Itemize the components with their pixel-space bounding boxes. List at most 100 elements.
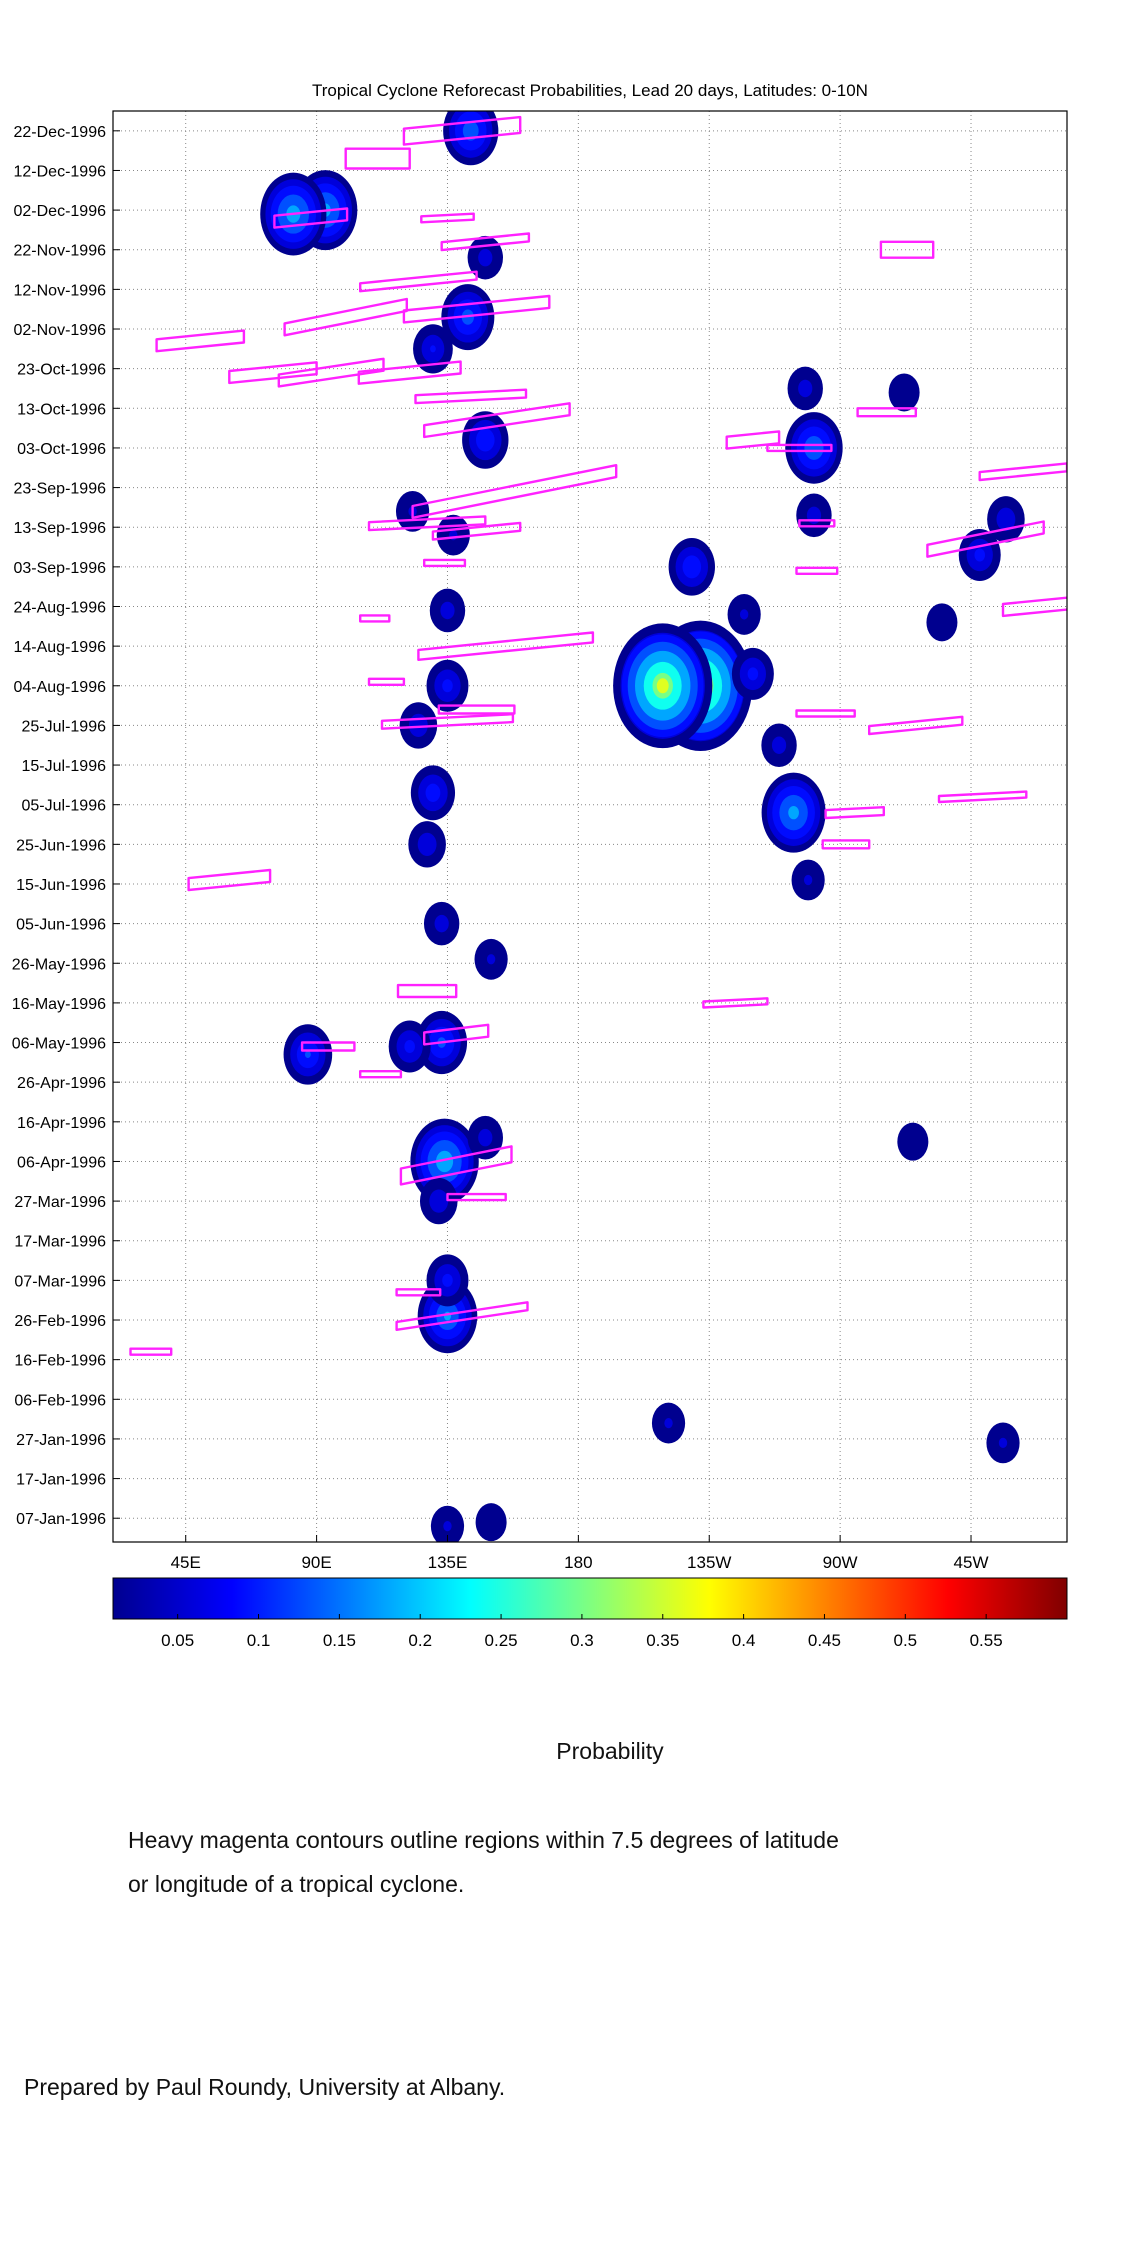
probability-blob	[408, 821, 446, 868]
y-tick-label: 06-Apr-1996	[17, 1154, 106, 1171]
cyclone-contour	[879, 240, 935, 259]
x-tick-label: 90E	[301, 1553, 331, 1572]
cyclone-contour	[702, 997, 769, 1009]
y-tick-label: 16-Apr-1996	[17, 1115, 106, 1132]
probability-blob	[761, 723, 797, 768]
probability-level	[798, 379, 813, 398]
y-tick-label: 03-Sep-1996	[13, 560, 106, 577]
cyclone-contour	[798, 519, 836, 528]
colorbar-tick-label: 0.45	[808, 1631, 841, 1650]
probability-level	[974, 548, 986, 562]
y-tick-label: 05-Jun-1996	[16, 917, 106, 934]
y-tick-label: 02-Nov-1996	[14, 322, 107, 339]
probability-blob	[761, 772, 826, 853]
cyclone-contour	[402, 294, 551, 324]
cyclone-contour	[423, 558, 467, 568]
probability-blob	[475, 1503, 507, 1542]
probability-level	[442, 1273, 453, 1287]
y-tick-label: 22-Dec-1996	[14, 124, 107, 141]
prepared-by-note: Prepared by Paul Roundy, University at A…	[24, 2074, 506, 2100]
y-axis-ticks: 07-Jan-1996 17-Jan-1996 27-Jan-1996 06-Feb-…	[12, 124, 120, 1528]
probability-blob	[429, 588, 466, 633]
probability-region	[475, 1503, 507, 1542]
y-tick-label: 27-Mar-1996	[14, 1194, 106, 1211]
y-tick-label: 23-Oct-1996	[17, 362, 106, 379]
y-tick-label: 25-Jul-1996	[22, 718, 107, 735]
colorbar-tick-label: 0.1	[247, 1631, 271, 1650]
cyclone-contour	[395, 1301, 529, 1332]
probability-blob	[986, 1422, 1020, 1464]
y-tick-label: 27-Jan-1996	[16, 1432, 106, 1449]
probability-level	[425, 783, 441, 802]
chart-title: Tropical Cyclone Reforecast Probabilitie…	[312, 81, 868, 100]
x-tick-label: 45W	[954, 1553, 989, 1572]
y-tick-label: 06-Feb-1996	[14, 1392, 106, 1409]
probability-level	[304, 1050, 311, 1059]
colorbar-ticks: 0.05 0.1 0.15 0.2 0.25 0.3 0.35 0.4 0.45 0.5 0.55	[161, 1614, 1003, 1650]
probability-level	[430, 345, 436, 353]
probability-blob	[430, 1505, 465, 1542]
cyclone-contour	[795, 566, 839, 575]
probability-level	[429, 1189, 449, 1213]
probability-region	[897, 1122, 929, 1161]
cyclone-contour	[937, 790, 1028, 804]
cyclone-contour	[129, 1347, 173, 1356]
probability-blob	[727, 594, 761, 635]
probability-blob	[796, 493, 832, 538]
y-tick-label: 23-Sep-1996	[13, 481, 106, 498]
probability-level	[788, 805, 799, 820]
probability-blob	[897, 1122, 929, 1161]
probability-level	[996, 507, 1016, 531]
probability-blob	[987, 496, 1025, 543]
probability-level	[739, 609, 749, 620]
cyclone-contour	[440, 232, 531, 252]
x-tick-label: 135E	[428, 1553, 468, 1572]
probability-blob	[791, 859, 825, 901]
cyclone-contour	[926, 520, 1045, 558]
cyclone-contour	[420, 212, 475, 224]
probability-level	[803, 874, 813, 886]
x-tick-label: 180	[564, 1553, 592, 1572]
cyclone-contour	[824, 806, 885, 820]
y-tick-label: 15-Jun-1996	[16, 877, 106, 894]
x-axis-ticks: 45E 90E 135E 180 135W 90W 45W	[171, 1535, 989, 1572]
plot-frame	[112, 110, 1068, 1543]
y-tick-label: 26-Feb-1996	[14, 1313, 106, 1330]
probability-level	[664, 1417, 673, 1429]
cyclone-contour	[868, 715, 964, 736]
probability-blob	[785, 412, 843, 484]
cyclone-contour	[417, 631, 595, 661]
colorbar-tick-label: 0.5	[893, 1631, 917, 1650]
plot-background	[113, 111, 1067, 1542]
cyclone-contour	[821, 839, 871, 850]
probability-level	[747, 667, 759, 681]
probability-blob	[474, 938, 508, 980]
grid-lines	[113, 111, 1067, 1542]
y-tick-label: 04-Aug-1996	[13, 679, 106, 696]
colorbar-tick-label: 0.4	[732, 1631, 756, 1650]
cyclone-contour	[380, 713, 515, 730]
cyclone-contour	[359, 270, 478, 293]
cyclone-contour	[1001, 596, 1067, 618]
probability-level	[656, 678, 669, 694]
probability-blob	[613, 623, 713, 749]
contour-note-line-1: Heavy magenta contours outline regions w…	[128, 1827, 839, 1853]
cyclone-contour	[437, 704, 516, 715]
colorbar-tick-label: 0.55	[970, 1631, 1003, 1650]
y-tick-label: 25-Jun-1996	[16, 837, 106, 854]
probability-blob	[423, 901, 460, 946]
probability-blob	[926, 603, 958, 642]
probability-level	[771, 736, 787, 754]
y-tick-label: 24-Aug-1996	[13, 599, 106, 616]
y-tick-label: 03-Oct-1996	[17, 441, 106, 458]
cyclone-contour	[795, 709, 856, 718]
probability-blob	[731, 647, 774, 700]
probability-blob	[413, 324, 453, 374]
cyclone-contour	[423, 402, 571, 439]
y-tick-label: 16-Feb-1996	[14, 1353, 106, 1370]
probability-level	[998, 1437, 1008, 1449]
probability-blob	[888, 373, 920, 412]
cyclone-contour	[411, 464, 618, 519]
colorbar-tick-label: 0.2	[408, 1631, 432, 1650]
